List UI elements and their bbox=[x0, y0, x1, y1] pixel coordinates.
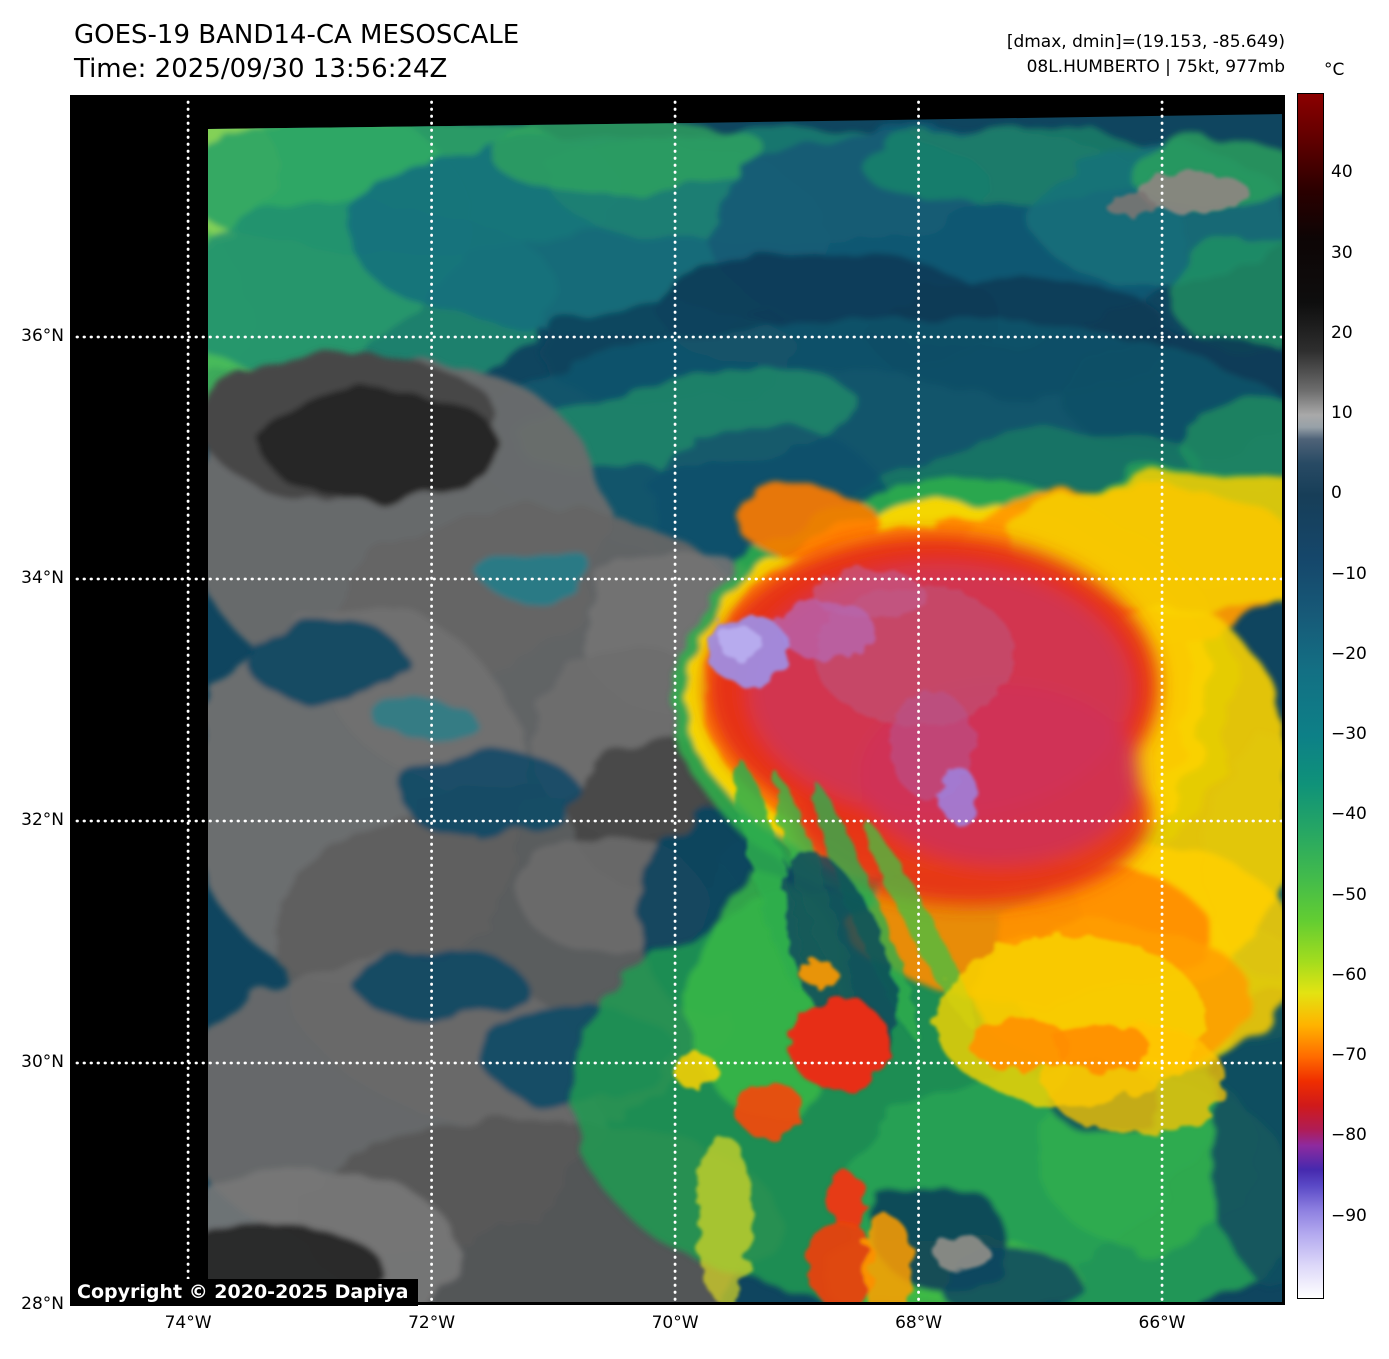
figure-title: GOES-19 BAND14-CA MESOSCALE bbox=[74, 20, 520, 50]
copyright-badge: Copyright © 2020-2025 Dapiya bbox=[70, 1279, 419, 1306]
latitude-tick-label: 36°N bbox=[21, 326, 64, 346]
storm-info-readout: 08L.HUMBERTO | 75kt, 977mb bbox=[1026, 57, 1285, 77]
colorbar-tick-label: −20 bbox=[1331, 643, 1367, 664]
map-plot bbox=[70, 95, 1285, 1305]
colorbar-tick-label: −30 bbox=[1331, 724, 1367, 745]
map-frame bbox=[70, 95, 1285, 1305]
colorbar-tick-label: 20 bbox=[1331, 322, 1353, 343]
colorbar-tick-label: 30 bbox=[1331, 242, 1353, 263]
latitude-tick-label: 32°N bbox=[21, 810, 64, 830]
longitude-tick-label: 72°W bbox=[408, 1313, 456, 1333]
colorbar-tick-label: −60 bbox=[1331, 964, 1367, 985]
latitude-tick-label: 30°N bbox=[21, 1052, 64, 1072]
colorbar-tick-label: 40 bbox=[1331, 162, 1353, 183]
latitude-tick-label: 34°N bbox=[21, 568, 64, 588]
graticule bbox=[70, 95, 1285, 1305]
colorbar-tick-label: −40 bbox=[1331, 804, 1367, 825]
satellite-imagery bbox=[208, 114, 1285, 1305]
colorbar-unit-label: °C bbox=[1324, 60, 1345, 80]
longitude-tick-label: 68°W bbox=[895, 1313, 943, 1333]
figure-header: GOES-19 BAND14-CA MESOSCALE Time: 2025/0… bbox=[74, 18, 519, 86]
colorbar-tick-label: 0 bbox=[1331, 483, 1342, 504]
figure-timestamp: Time: 2025/09/30 13:56:24Z bbox=[74, 54, 448, 84]
colorbar-tick-label: 10 bbox=[1331, 403, 1353, 424]
colorbar-tick-label: −10 bbox=[1331, 563, 1367, 584]
colorbar-tick-label: −50 bbox=[1331, 884, 1367, 905]
colorbar-tick-label: −80 bbox=[1331, 1125, 1367, 1146]
colorbar-tick-label: −90 bbox=[1331, 1205, 1367, 1226]
latitude-tick-label: 28°N bbox=[21, 1294, 64, 1314]
extrema-readout: [dmax, dmin]=(19.153, -85.649) bbox=[1006, 32, 1285, 52]
colorbar-tick-label: −70 bbox=[1331, 1045, 1367, 1066]
longitude-tick-label: 66°W bbox=[1138, 1313, 1186, 1333]
longitude-tick-label: 74°W bbox=[164, 1313, 212, 1333]
storm-readouts: [dmax, dmin]=(19.153, -85.649) 08L.HUMBE… bbox=[1007, 30, 1285, 80]
longitude-tick-label: 70°W bbox=[651, 1313, 699, 1333]
colorbar-gradient bbox=[1297, 93, 1324, 1299]
